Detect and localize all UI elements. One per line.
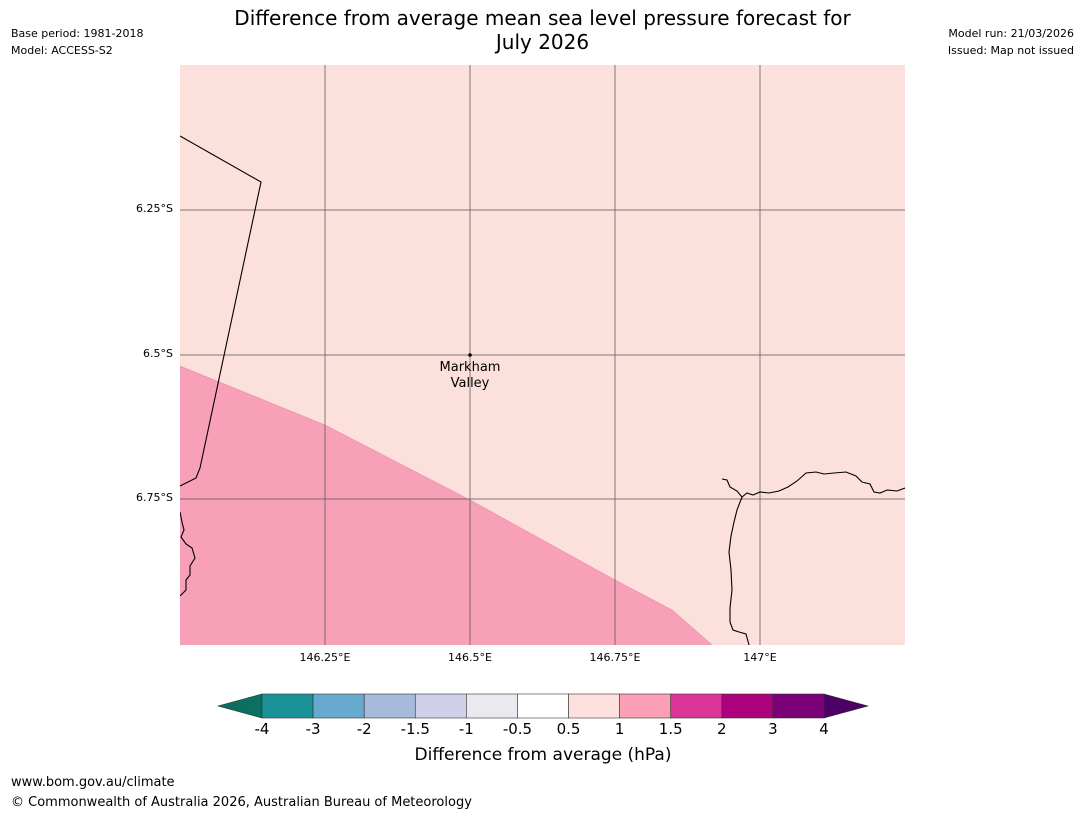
colorbar-segment: [517, 693, 569, 719]
colorbar-tick-label: 1: [614, 720, 625, 738]
lon-label-146.75: 146.75°E: [589, 651, 641, 664]
colorbar-tick-label: -2: [356, 720, 372, 738]
colorbar-extend-low: [216, 693, 263, 719]
colorbar-segment: [568, 693, 620, 719]
coastlines: [180, 135, 905, 645]
colorbar-segment: [363, 693, 416, 719]
lat-label-6.75: 6.75°S: [136, 491, 173, 504]
model-run: Model run: 21/03/2026: [948, 27, 1074, 40]
colorbar-tick-label: -4: [254, 720, 270, 738]
lon-label-146.5: 146.5°E: [448, 651, 492, 664]
model-name: Model: ACCESS-S2: [11, 44, 113, 57]
colorbar-segment: [414, 693, 467, 719]
lon-label-147: 147°E: [743, 651, 777, 664]
pressure-anomaly-region: [180, 366, 712, 645]
title-line-2: July 2026: [495, 30, 590, 54]
colorbar-segment: [670, 693, 723, 719]
colorbar-segment: [261, 693, 314, 719]
metadata-right: Model run: 21/03/2026 Issued: Map not is…: [948, 25, 1074, 59]
coastline-east-south: [728, 496, 750, 645]
place-name-line-1: Markham: [439, 360, 501, 375]
coastline-west: [180, 511, 196, 597]
colorbar-extend-high: [823, 693, 870, 719]
base-period: Base period: 1981-2018: [11, 27, 144, 40]
place-marker: [468, 353, 472, 357]
footer-copyright: © Commonwealth of Australia 2026, Austra…: [11, 795, 472, 810]
colorbar-segment: [619, 693, 672, 719]
colorbar-tick-label: 2: [717, 720, 727, 738]
place-name-line-2: Valley: [450, 376, 490, 391]
metadata-left: Base period: 1981-2018 Model: ACCESS-S2: [11, 25, 143, 59]
colorbar-segment: [772, 693, 825, 719]
colorbar-segment: [466, 693, 518, 719]
gridlines: [180, 65, 905, 645]
lon-label-146.25: 146.25°E: [299, 651, 351, 664]
place-label: Markham Valley: [420, 360, 520, 392]
colorbar-tick-label: 4: [819, 720, 829, 738]
page-title: Difference from average mean sea level p…: [180, 6, 905, 54]
colorbar-tick-label: 0.5: [556, 720, 581, 738]
colorbar-tick-label: -3: [305, 720, 321, 738]
colorbar: [216, 693, 870, 719]
title-line-1: Difference from average mean sea level p…: [234, 6, 851, 30]
border-line: [180, 135, 262, 487]
issued-status: Issued: Map not issued: [947, 44, 1074, 57]
footer-url[interactable]: www.bom.gov.au/climate: [11, 775, 175, 790]
contour-line: [180, 365, 713, 645]
colorbar-title: Difference from average (hPa): [414, 745, 672, 765]
map-area: [180, 65, 905, 645]
colorbar-tick-label: -1.5: [400, 720, 430, 738]
lat-label-6.25: 6.25°S: [136, 202, 173, 215]
colorbar-segment: [312, 693, 365, 719]
colorbar-tick-label: -0.5: [502, 720, 533, 738]
colorbar-tick-label: -1: [458, 720, 474, 738]
colorbar-tick-label: 1.5: [658, 720, 683, 738]
colorbar-tick-label: 3: [768, 720, 778, 738]
colorbar-segment: [721, 693, 774, 719]
lat-label-6.5: 6.5°S: [143, 347, 173, 360]
